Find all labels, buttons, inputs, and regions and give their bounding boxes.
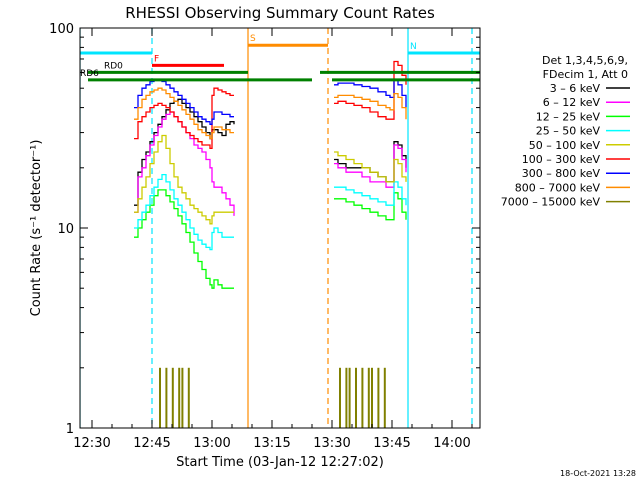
- series-4: [134, 134, 407, 225]
- state-bar-label-F: F: [154, 54, 159, 64]
- x-tick-label-0: 12:30: [73, 436, 110, 451]
- legend-entry-label-4: 50 – 100 keV: [529, 139, 601, 152]
- series-line-3-0: [134, 173, 234, 251]
- legend-entry-label-1: 6 – 12 keV: [543, 96, 601, 109]
- legend-header-1: FDecim 1, Att 0: [543, 68, 628, 81]
- legend-entry-label-2: 12 – 25 keV: [536, 110, 601, 123]
- x-tick-label-2: 13:00: [193, 436, 230, 451]
- y-axis-label: Count Rate (s⁻¹ detector⁻¹): [29, 140, 44, 317]
- legend-entry-label-8: 7000 – 15000 keV: [501, 196, 601, 209]
- series-line-4-1: [334, 151, 407, 183]
- legend-header-0: Det 1,3,4,5,6,9,: [542, 54, 628, 67]
- series-line-7-0: [134, 87, 234, 140]
- y-tick-label-0: 1: [66, 422, 74, 437]
- chart-title: RHESSI Observing Summary Count Rates: [125, 4, 435, 22]
- series-line-0-0: [134, 98, 235, 206]
- state-bar-label-RD6: RD6: [80, 69, 99, 79]
- x-tick-label-5: 13:45: [373, 436, 410, 451]
- footer-timestamp: 18-Oct-2021 13:28: [560, 469, 636, 478]
- x-axis-label: Start Time (03-Jan-12 12:27:02): [176, 455, 384, 470]
- legend: Det 1,3,4,5,6,9,FDecim 1, Att 03 – 6 keV…: [501, 54, 630, 209]
- series-3: [134, 173, 407, 251]
- series-2: [134, 189, 407, 289]
- legend-entry-label-7: 800 – 7000 keV: [515, 181, 601, 194]
- series-line-6-1: [334, 79, 407, 108]
- state-bar-label-RD0: RD0: [104, 61, 123, 71]
- series-line-2-1: [334, 192, 407, 221]
- state-bar-label-N: N: [410, 42, 417, 52]
- series-7: [134, 87, 407, 140]
- series-5: [134, 60, 407, 150]
- y-tick-label-2: 100: [49, 22, 74, 37]
- series-line-6-0: [134, 79, 234, 125]
- legend-entry-label-6: 300 – 800 keV: [522, 167, 601, 180]
- series-line-4-0: [134, 134, 234, 225]
- y-tick-label-1: 10: [57, 222, 74, 237]
- legend-entry-label-0: 3 – 6 keV: [550, 82, 601, 95]
- series-line-1-1: [334, 144, 407, 188]
- x-tick-label-1: 12:45: [133, 436, 170, 451]
- legend-entry-label-3: 25 – 50 keV: [536, 125, 601, 138]
- series-line-7-1: [334, 92, 407, 120]
- series-0: [134, 98, 407, 206]
- series-8: [159, 367, 386, 428]
- series-1: [134, 111, 407, 216]
- series-6: [134, 79, 407, 125]
- series-line-5-0: [134, 87, 234, 150]
- state-bar-label-S: S: [250, 34, 256, 44]
- x-tick-label-3: 13:15: [253, 436, 290, 451]
- series-line-0-1: [334, 141, 407, 183]
- series-line-3-1: [334, 181, 407, 206]
- x-tick-label-4: 13:30: [313, 436, 350, 451]
- x-tick-label-6: 14:00: [433, 436, 470, 451]
- series-line-5-1: [334, 60, 407, 120]
- legend-entry-label-5: 100 – 300 keV: [522, 153, 601, 166]
